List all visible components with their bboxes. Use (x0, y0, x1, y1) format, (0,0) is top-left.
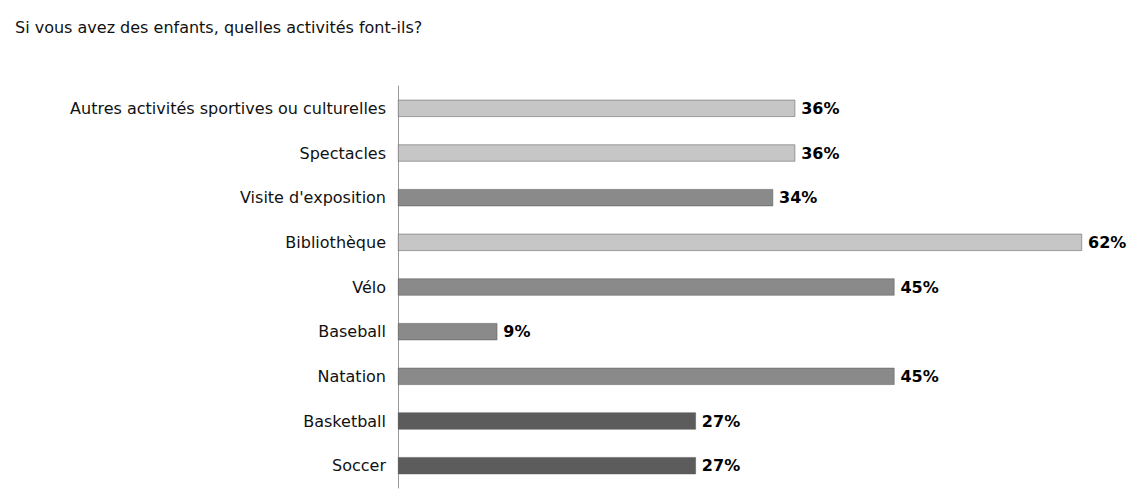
svg-text:Autres activités sportives ou: Autres activités sportives ou culturelle… (70, 99, 386, 118)
svg-text:36%: 36% (801, 99, 839, 118)
svg-text:34%: 34% (779, 188, 817, 207)
svg-text:Visite d'exposition: Visite d'exposition (240, 188, 386, 207)
svg-text:Bibliothèque: Bibliothèque (285, 233, 386, 252)
svg-text:Baseball: Baseball (318, 322, 386, 341)
svg-text:9%: 9% (503, 322, 530, 341)
svg-text:Basketball: Basketball (303, 412, 386, 431)
svg-text:45%: 45% (900, 278, 938, 297)
svg-text:Natation: Natation (318, 367, 387, 386)
svg-text:62%: 62% (1088, 233, 1126, 252)
svg-text:45%: 45% (900, 367, 938, 386)
svg-text:Spectacles: Spectacles (300, 144, 386, 163)
svg-text:Vélo: Vélo (352, 278, 386, 297)
svg-text:Soccer: Soccer (332, 456, 386, 475)
svg-text:36%: 36% (801, 144, 839, 163)
svg-text:27%: 27% (702, 412, 740, 431)
svg-text:Si vous avez des enfants, quel: Si vous avez des enfants, quelles activi… (15, 18, 422, 37)
svg-text:27%: 27% (702, 456, 740, 475)
